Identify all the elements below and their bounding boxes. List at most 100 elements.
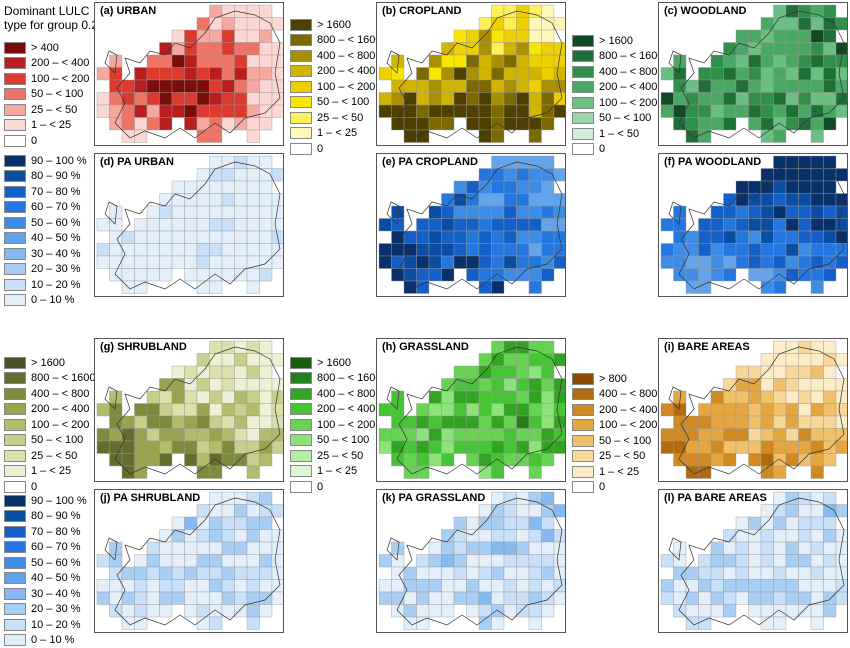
legend-label: 0 — [31, 135, 37, 147]
legend-entry: 400 – < 800 — [572, 387, 657, 403]
legend-label: 1 – < 25 — [317, 465, 357, 477]
grid-cell — [492, 517, 505, 530]
grid-cell — [135, 93, 148, 106]
grid-cell — [542, 206, 555, 219]
grid-cell — [172, 256, 185, 269]
grid-cell — [824, 269, 837, 282]
grid-cell — [774, 181, 787, 194]
grid-cell — [799, 379, 812, 392]
grid-cell — [686, 244, 699, 257]
grid-cell — [429, 429, 442, 442]
grid-cell — [529, 281, 542, 294]
grid-cell — [749, 43, 762, 56]
grid-cell — [260, 269, 273, 282]
grid-cell — [774, 391, 787, 404]
grid-cell — [699, 269, 712, 282]
legend-swatch — [4, 155, 26, 167]
grid-cell — [786, 80, 799, 93]
legend-swatch — [290, 388, 312, 400]
grid-cell — [736, 206, 749, 219]
grid-cell — [454, 580, 467, 593]
legend-label: 70 – 80 % — [31, 526, 81, 538]
grid-cell — [517, 354, 530, 367]
grid-cell — [172, 592, 185, 605]
grid-cell — [554, 354, 566, 367]
legend-entry: 70 – 80 % — [4, 524, 87, 540]
legend-entry: 90 – 100 % — [4, 493, 87, 509]
grid-cell — [686, 580, 699, 593]
grid-cell — [492, 391, 505, 404]
grid-cell — [774, 542, 787, 555]
grid-cell — [260, 219, 273, 232]
grid-cell — [454, 366, 467, 379]
grid-cell — [529, 68, 542, 81]
grid-cell — [135, 118, 148, 131]
grid-cell — [736, 567, 749, 580]
grid-cell — [160, 416, 173, 429]
grid-cell — [799, 181, 812, 194]
grid-cell — [749, 181, 762, 194]
grid-cell — [235, 219, 248, 232]
grid-cell — [786, 341, 799, 354]
grid-cell — [799, 118, 812, 131]
grid-cell — [110, 592, 123, 605]
grid-cell — [247, 30, 260, 43]
legend-label: 0 — [31, 481, 37, 493]
grid-cell — [454, 93, 467, 106]
grid-cell — [429, 454, 442, 467]
grid-cell — [210, 80, 223, 93]
grid-cell — [749, 194, 762, 207]
grid-cell — [110, 441, 123, 454]
grid-cell — [222, 80, 235, 93]
grid-cell — [836, 219, 848, 232]
grid-cell — [811, 366, 824, 379]
grid-cell — [504, 517, 517, 530]
grid-cell — [260, 93, 273, 106]
legend-label: 400 – < 800 — [31, 388, 89, 400]
grid-cell — [222, 30, 235, 43]
legend-label: 25 – < 50 — [317, 112, 363, 124]
grid-cell — [454, 416, 467, 429]
grid-cell — [724, 55, 737, 68]
grid-cell — [392, 256, 405, 269]
grid-cell — [110, 416, 123, 429]
panel-title: (d) PA URBAN — [98, 156, 176, 168]
grid-cell — [404, 105, 417, 118]
grid-cell — [836, 244, 848, 257]
grid-cell — [786, 404, 799, 417]
grid-cell — [504, 80, 517, 93]
grid-cell — [235, 118, 248, 131]
grid-cell — [235, 505, 248, 518]
legend-swatch — [4, 434, 26, 446]
grid-cell — [260, 244, 273, 257]
grid-cell — [235, 454, 248, 467]
grid-cell — [529, 555, 542, 568]
grid-cell — [479, 244, 492, 257]
grid-cell — [824, 379, 837, 392]
map-panel-g: (g) SHRUBLAND — [94, 338, 284, 482]
grid-cell — [711, 580, 724, 593]
grid-cell — [210, 429, 223, 442]
legend-label: 100 – < 200 — [317, 419, 375, 431]
grid-cell — [222, 93, 235, 106]
grid-cell — [160, 269, 173, 282]
grid-cell — [235, 542, 248, 555]
grid-cell — [824, 105, 837, 118]
grid-cell — [417, 219, 430, 232]
grid-cell — [761, 68, 774, 81]
grid-cell — [661, 555, 674, 568]
grid-cell — [724, 567, 737, 580]
grid-cell — [222, 542, 235, 555]
grid-cell — [504, 555, 517, 568]
grid-cell — [222, 555, 235, 568]
grid-cell — [836, 404, 848, 417]
grid-cell — [442, 580, 455, 593]
grid-cell — [542, 256, 555, 269]
legend-label: 200 – < 400 — [317, 65, 375, 77]
grid-cell — [542, 105, 555, 118]
grid-cell — [774, 194, 787, 207]
grid-cell — [799, 555, 812, 568]
grid-cell — [786, 156, 799, 169]
legend-entry: 20 – 30 % — [4, 262, 87, 278]
grid-cell — [210, 30, 223, 43]
